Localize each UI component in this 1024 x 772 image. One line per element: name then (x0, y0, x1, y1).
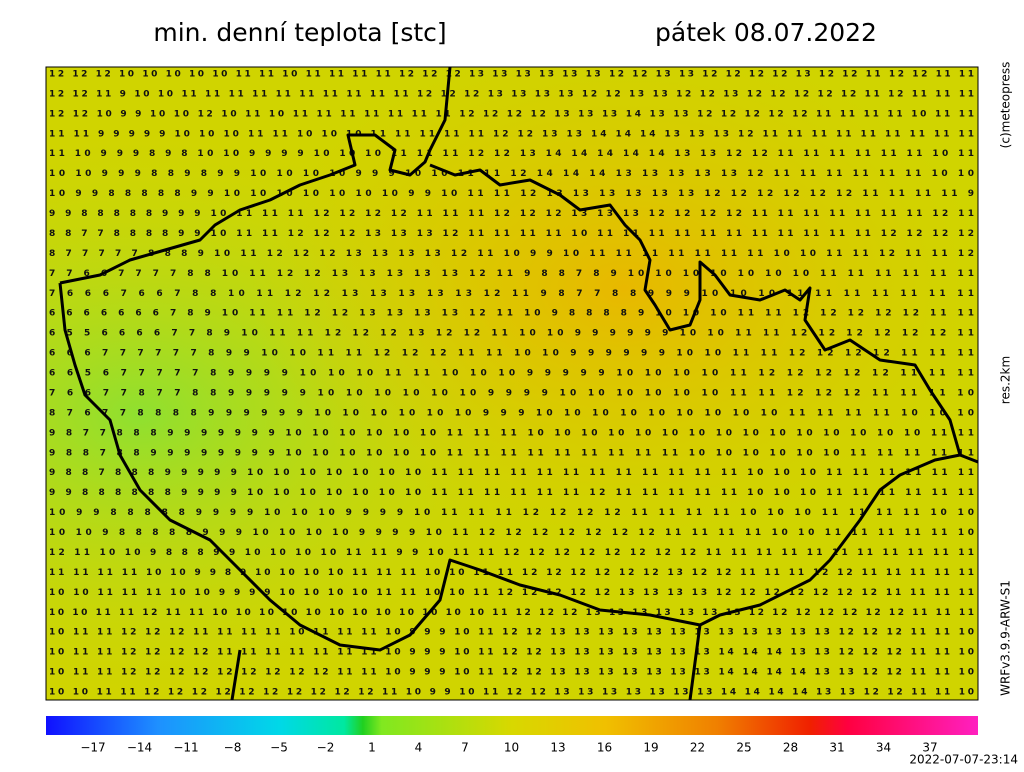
map-frame (45, 66, 979, 701)
value-row: 10 10 11 11 12 11 11 10 10 10 10 10 10 1… (49, 608, 974, 618)
value-row: 6 6 6 6 6 6 6 7 8 9 10 11 11 12 12 13 13… (49, 309, 974, 319)
value-row: 11 11 11 11 10 10 9 9 8 9 10 10 10 10 11… (49, 568, 974, 578)
value-row: 12 12 12 10 10 10 10 10 11 11 10 11 11 1… (49, 70, 974, 80)
colorbar-label: −11 (173, 741, 198, 755)
value-row: 10 11 11 12 12 12 12 11 11 11 11 11 11 1… (49, 648, 974, 658)
colorbar-label: 4 (415, 741, 423, 755)
resolution: res.2km (999, 356, 1013, 404)
colorbar-label: −14 (127, 741, 152, 755)
value-row: 10 10 9 8 8 8 8 8 9 9 9 10 10 10 10 9 9 … (49, 528, 974, 538)
colorbar-label: 19 (643, 741, 658, 755)
value-row: 12 12 11 9 10 10 11 11 11 11 11 11 11 11… (49, 89, 974, 99)
value-row: 9 9 8 8 8 8 8 8 9 9 9 9 10 10 10 10 10 1… (49, 488, 974, 498)
value-row: 6 5 5 6 6 6 6 7 7 8 9 10 11 11 12 12 12 … (49, 329, 974, 339)
border-lines (58, 67, 978, 700)
value-row: 10 11 11 12 12 12 12 12 12 12 12 12 11 1… (49, 668, 974, 678)
value-row: 7 6 6 7 7 8 7 7 8 8 9 9 9 9 9 10 10 10 1… (49, 388, 974, 398)
colorbar-label: 34 (876, 741, 891, 755)
colorbar-label: 37 (922, 741, 937, 755)
date: pátek 08.07.2022 (655, 18, 877, 47)
value-row: 6 6 5 6 7 7 7 7 7 8 9 9 9 9 10 10 10 11 … (49, 369, 974, 379)
value-row: 7 6 6 6 7 6 6 7 8 8 10 11 12 12 13 13 13… (49, 289, 974, 299)
colorbar-label: 22 (690, 741, 705, 755)
value-row: 8 7 6 7 7 8 8 8 8 9 9 9 9 9 9 10 10 10 1… (49, 408, 974, 418)
value-row: 10 9 9 8 8 8 8 8 9 9 9 9 10 10 10 9 9 9 … (49, 508, 974, 518)
value-row: 10 10 11 11 11 10 10 9 9 9 9 10 10 10 10… (49, 588, 974, 598)
model: WRFv3.9.9-ARW-S1 (999, 580, 1013, 696)
colorbar (46, 716, 978, 735)
colorbar-label: 7 (461, 741, 469, 755)
value-row: 10 10 9 9 9 8 8 9 8 9 9 10 10 10 10 9 9 … (49, 169, 974, 179)
colorbar-label: −2 (317, 741, 335, 755)
colorbar-label: 13 (550, 741, 565, 755)
colorbar-label: −8 (224, 741, 242, 755)
value-row: 9 8 8 7 8 8 8 9 9 9 9 9 10 10 10 10 10 1… (49, 468, 974, 478)
title: min. denní teplota [stc] (153, 18, 446, 47)
colorbar-label: 10 (504, 741, 519, 755)
colorbar-label: −17 (80, 741, 105, 755)
value-row: 9 8 7 7 8 8 8 9 9 9 9 9 9 9 10 10 10 10 … (49, 428, 974, 438)
value-row: 9 8 8 7 8 8 9 9 9 9 9 9 9 9 10 10 10 10 … (49, 448, 974, 458)
value-row: 10 10 11 11 12 12 12 12 12 12 12 12 12 1… (49, 688, 974, 698)
colorbar-label: 25 (736, 741, 751, 755)
colorbar-label: −5 (270, 741, 288, 755)
map-shade (46, 67, 978, 700)
colorbar-label: 28 (783, 741, 798, 755)
colorbar-label: 1 (368, 741, 376, 755)
timestamp: 2022-07-07-23:14 (909, 753, 1018, 767)
value-row: 7 7 6 6 7 7 7 7 8 8 10 11 12 12 13 13 13… (49, 269, 974, 279)
value-row: 12 12 10 9 9 10 10 12 10 11 10 11 11 11 … (49, 109, 974, 119)
colorbar-label: 16 (597, 741, 612, 755)
map-area: 12 12 12 10 10 10 10 10 11 11 10 11 11 1… (46, 67, 978, 700)
copyright: (c)meteopress (999, 62, 1013, 149)
colorbar-label: 31 (829, 741, 844, 755)
value-row: 11 11 9 9 9 9 9 10 10 10 11 11 10 10 10 … (49, 129, 974, 139)
value-row: 10 11 11 12 12 12 11 11 11 11 10 11 11 1… (49, 628, 974, 638)
